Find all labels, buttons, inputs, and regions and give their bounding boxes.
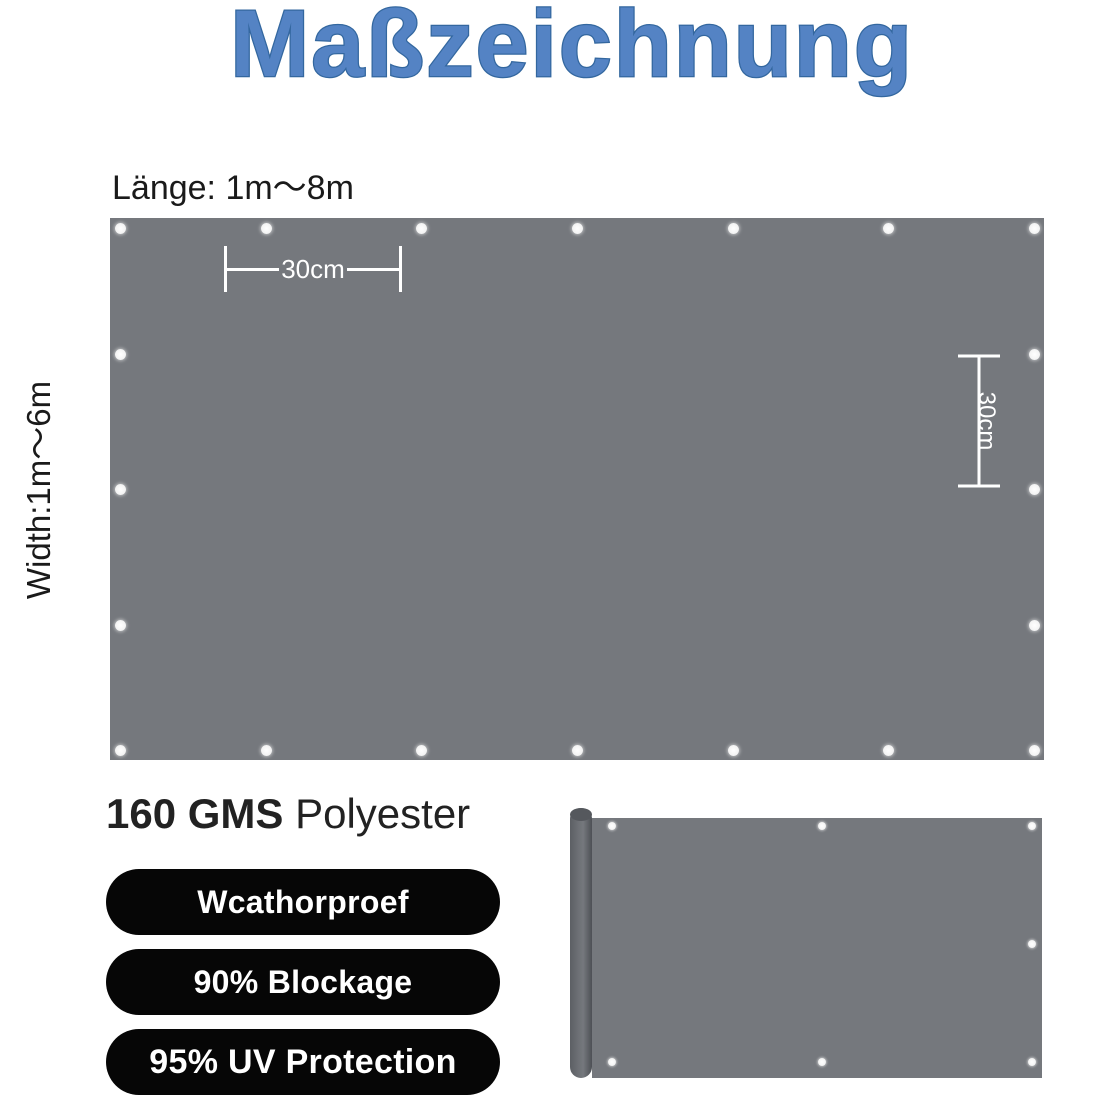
- svg-text:30cm: 30cm: [973, 392, 1000, 451]
